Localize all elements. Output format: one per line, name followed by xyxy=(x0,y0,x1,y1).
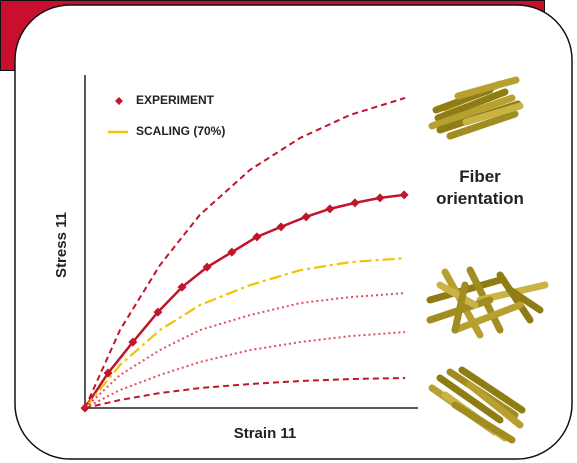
legend-label: EXPERIMENT xyxy=(136,93,215,107)
x-axis-label: Strain 11 xyxy=(234,425,297,442)
page: {"chart_data": { "type": "line", "xlabel… xyxy=(0,0,577,463)
legend-label: SCALING (70%) xyxy=(136,124,225,138)
chart: Strain 11 Stress 11 EXPERIMENT SCALING (7… xyxy=(0,0,577,463)
y-axis-label: Stress 11 xyxy=(53,212,70,278)
annotation: Fiber orientation xyxy=(425,166,535,210)
